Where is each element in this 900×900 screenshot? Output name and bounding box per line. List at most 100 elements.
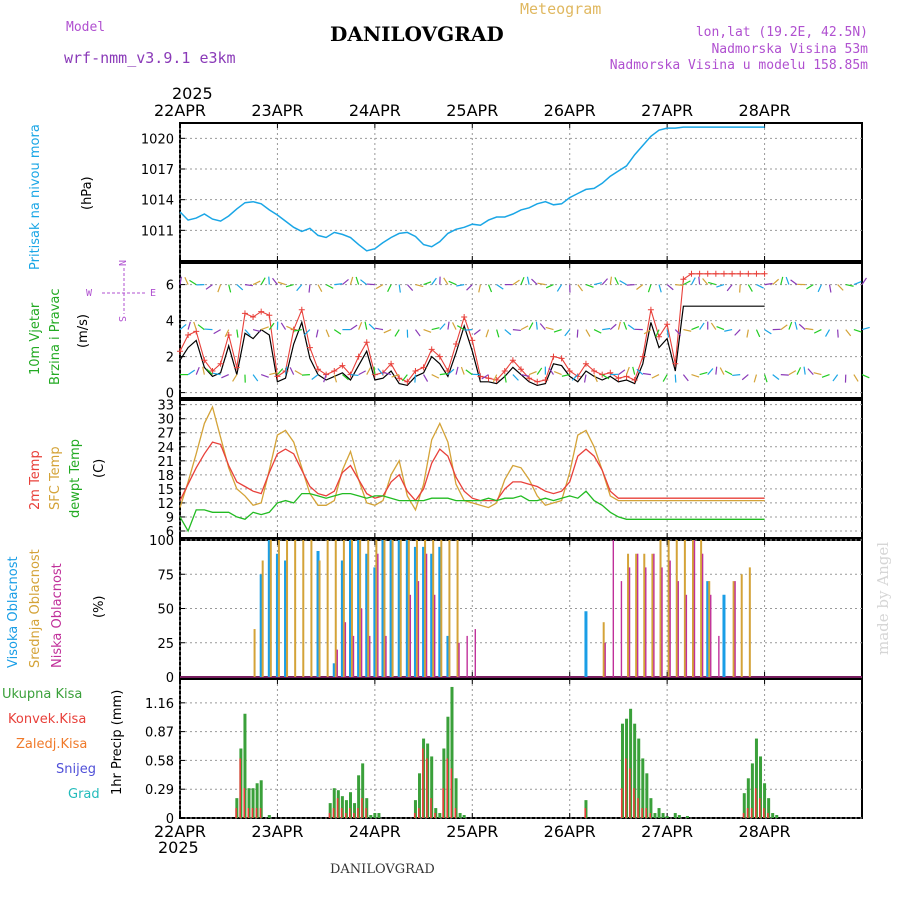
wind-direction-arrow xyxy=(373,366,376,375)
date-tick-label-bottom: 28APR xyxy=(739,822,791,841)
wind-direction-arrow xyxy=(636,368,644,376)
wind-direction-arrow xyxy=(683,280,691,286)
wind-gust-marker xyxy=(761,270,768,277)
wind-direction-arrow xyxy=(699,322,705,330)
wind-gust-marker xyxy=(501,368,508,374)
wind-gust-marker xyxy=(331,368,338,374)
wind-direction-arrow xyxy=(205,284,213,290)
wind-direction-arrow xyxy=(726,284,733,292)
precip-convective-bar xyxy=(759,798,761,818)
wind-direction-arrow xyxy=(674,374,677,383)
date-tick-label-bottom: 26APR xyxy=(544,822,596,841)
wind-direction-arrow xyxy=(179,276,182,285)
wind-direction-arrow xyxy=(837,329,839,338)
precip-total-bar xyxy=(657,808,661,818)
wind-direction-arrow xyxy=(224,329,230,338)
y-tick-label: 30 xyxy=(157,413,174,428)
wind-direction-arrow xyxy=(526,276,530,285)
wind-direction-arrow xyxy=(478,284,481,293)
wind-direction-arrow xyxy=(585,329,591,337)
wind-direction-arrow xyxy=(325,329,330,338)
precip-convective-bar xyxy=(340,808,343,818)
wind-direction-arrow xyxy=(294,370,303,376)
precip-total-bar xyxy=(637,738,641,818)
model-label: Model xyxy=(66,20,106,35)
precip-total-bar xyxy=(361,763,365,818)
wind-direction-arrow xyxy=(618,369,626,376)
wind-direction-arrow xyxy=(217,284,222,293)
precip-convective-bar xyxy=(767,813,769,818)
wind-direction-arrow xyxy=(617,321,621,330)
wind-direction-arrow xyxy=(368,323,376,331)
precip-total-bar xyxy=(754,738,758,818)
wind-direction-arrow xyxy=(625,366,630,375)
y-tick-label: 0 xyxy=(166,387,174,402)
wind-direction-arrow xyxy=(828,284,832,293)
wind-direction-arrow xyxy=(284,366,288,375)
wind-direction-arrow xyxy=(366,367,372,375)
wind-direction-arrow xyxy=(179,323,187,331)
wind-direction-arrow xyxy=(788,370,797,376)
wind-direction-arrow xyxy=(813,372,822,376)
precip-total-bar xyxy=(255,783,259,818)
wind-direction-arrow xyxy=(232,374,238,382)
precip-convective-bar xyxy=(633,788,635,818)
wind-direction-arrow xyxy=(423,281,432,286)
wind-gust-marker xyxy=(696,270,703,277)
wind-direction-arrow xyxy=(853,281,862,286)
wind-direction-arrow xyxy=(512,279,520,286)
precip-total-bar xyxy=(328,803,332,818)
wind-direction-arrow xyxy=(447,368,455,376)
wind-direction-arrow xyxy=(576,329,579,338)
wind-direction-arrow xyxy=(504,329,512,336)
wind-direction-arrow xyxy=(439,323,446,331)
precip-total-bar xyxy=(620,723,624,818)
wind-direction-arrow xyxy=(286,325,294,331)
precip-convective-bar xyxy=(247,808,250,818)
y-tick-label: 0.87 xyxy=(145,726,174,741)
precip-total-bar xyxy=(661,813,665,818)
wind-direction-arrow xyxy=(666,329,670,338)
wind-direction-arrow xyxy=(520,276,525,285)
wind-direction-arrow xyxy=(260,277,266,285)
wind-direction-arrow xyxy=(512,374,519,381)
date-tick-label-bottom: 23APR xyxy=(251,822,303,841)
precip-total-bar xyxy=(742,793,746,818)
wind-direction-arrow xyxy=(350,374,359,377)
wind-gust-marker xyxy=(404,378,411,385)
y-tick-label: 2 xyxy=(166,351,174,366)
wind-direction-arrow xyxy=(187,321,191,330)
wind-direction-arrow xyxy=(383,329,392,334)
precip-total-bar xyxy=(750,763,754,818)
date-tick-label-top: 27APR xyxy=(641,101,693,120)
wind-direction-arrow xyxy=(553,371,562,376)
precip-total-bar xyxy=(653,813,657,818)
wind-direction-arrow xyxy=(244,284,253,287)
wind-direction-arrow xyxy=(456,284,465,287)
y-tick-label: 6 xyxy=(166,279,174,294)
wind-direction-arrow xyxy=(375,284,384,290)
precip-convective-bar xyxy=(645,808,647,818)
wind-direction-arrow xyxy=(431,277,437,285)
pressure-series xyxy=(179,126,765,252)
wind-direction-arrow xyxy=(698,276,701,285)
wind-gust-marker xyxy=(720,270,727,277)
wind-direction-arrow xyxy=(303,329,311,336)
wind-direction-arrow xyxy=(632,366,636,375)
panel-frame xyxy=(179,262,863,399)
wind-direction-arrow xyxy=(535,321,538,330)
wind-gust-marker xyxy=(241,310,248,317)
wind-direction-arrow xyxy=(683,329,692,332)
wind-direction-arrow xyxy=(260,326,269,331)
precip-total-bar xyxy=(430,756,434,818)
wind-direction-arrow xyxy=(741,374,749,381)
wind-direction-arrow xyxy=(204,328,213,331)
wind-direction-arrow xyxy=(739,284,741,293)
precip-total-bar xyxy=(458,813,462,818)
y-tick-label: 4 xyxy=(166,315,174,330)
precip-total-bar xyxy=(349,792,352,818)
precip-total-bar xyxy=(259,780,263,818)
precip-total-bar xyxy=(438,813,442,818)
wind-direction-arrow xyxy=(496,284,504,290)
wind-gust-marker xyxy=(680,276,687,283)
